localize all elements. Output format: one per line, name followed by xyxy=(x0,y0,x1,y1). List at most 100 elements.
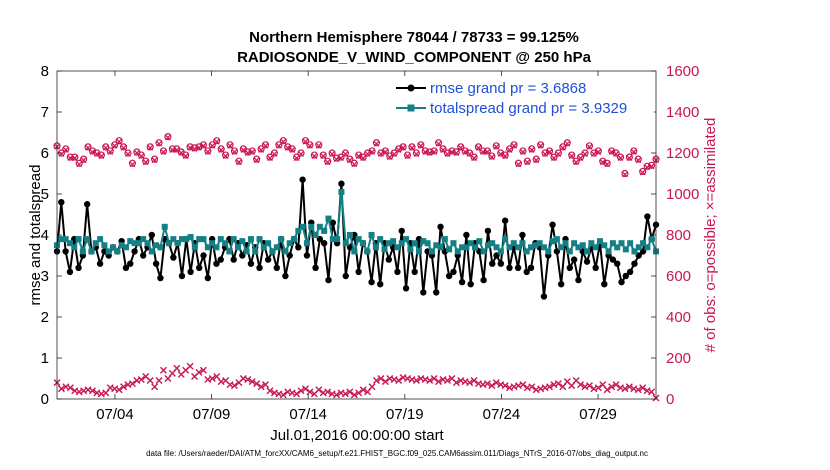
obs-assimilated-point xyxy=(293,390,301,398)
obs-assimilated-overlay-point xyxy=(191,145,198,152)
obs-possible-point xyxy=(155,139,163,147)
spread-point xyxy=(308,223,315,230)
obs-possible-point xyxy=(284,143,292,151)
spread-point xyxy=(553,236,560,243)
obs-assimilated-overlay-point xyxy=(630,149,637,155)
spread-point xyxy=(213,244,220,251)
obs-possible-point xyxy=(297,149,305,157)
obs-possible-point xyxy=(346,155,354,163)
obs-possible-point xyxy=(537,141,545,149)
spread-point xyxy=(153,242,160,249)
rmse-point xyxy=(601,281,608,288)
obs-assimilated-point xyxy=(381,378,389,386)
rmse-point xyxy=(583,258,591,265)
obs-assimilated-point xyxy=(262,381,270,389)
obs-possible-point xyxy=(497,149,505,157)
obs-possible-point xyxy=(75,159,83,167)
spread-point xyxy=(631,248,638,255)
spread-point xyxy=(463,244,470,251)
rmse-point xyxy=(398,227,405,235)
obs-possible-point xyxy=(315,141,323,149)
rmse-point xyxy=(75,264,82,271)
obs-possible-point xyxy=(492,142,500,150)
spread-point xyxy=(467,240,474,247)
rmse-point xyxy=(377,281,384,288)
rmse-point xyxy=(437,223,444,230)
spread-point xyxy=(303,240,310,247)
obs-assimilated-overlay-point xyxy=(138,153,145,159)
obs-assimilated-overlay-point xyxy=(80,157,87,164)
obs-possible-point xyxy=(257,145,265,153)
obs-possible-point xyxy=(230,147,239,155)
obs-possible-point xyxy=(399,143,407,151)
obs-assimilated-overlay-point xyxy=(386,154,393,160)
left-tick-label: 7 xyxy=(41,104,49,121)
spread-point xyxy=(446,246,453,253)
spread-series xyxy=(54,188,659,255)
obs-possible-point xyxy=(208,141,216,149)
spread-point xyxy=(252,248,259,255)
spread-point xyxy=(364,248,371,255)
obs-assimilated-overlay-point xyxy=(391,151,398,157)
obs-assimilated-overlay-point xyxy=(151,157,158,164)
obs-assimilated-overlay-point xyxy=(590,151,597,157)
spread-point xyxy=(321,227,328,234)
right-tick-label: 0 xyxy=(666,391,674,408)
obs-possible-point xyxy=(554,149,562,157)
obs-assimilated-overlay-point xyxy=(555,151,562,157)
spread-point xyxy=(355,236,362,243)
spread-point xyxy=(135,240,142,247)
spread-point xyxy=(540,244,547,251)
obs-assimilated-point xyxy=(395,377,403,385)
spread-point xyxy=(596,238,603,245)
obs-possible-point xyxy=(368,147,376,155)
spread-point xyxy=(222,240,229,247)
obs-assimilated-point xyxy=(208,375,216,382)
obs-assimilated-point xyxy=(377,375,385,382)
obs-assimilated-overlay-point xyxy=(519,149,526,155)
obs-possible-point xyxy=(328,149,336,157)
rmse-point xyxy=(501,217,509,224)
spread-point xyxy=(273,244,280,251)
obs-assimilated-overlay-point xyxy=(400,144,407,151)
rmse-point xyxy=(342,272,349,280)
obs-assimilated-point xyxy=(528,383,536,391)
spread-point xyxy=(454,248,461,255)
right-tick-label: 400 xyxy=(666,309,691,326)
rmse-point xyxy=(411,268,418,276)
spread-point xyxy=(161,223,168,230)
obs-assimilated-overlay-point xyxy=(546,149,553,155)
left-tick-label: 0 xyxy=(41,391,49,408)
obs-possible-point xyxy=(332,154,341,162)
rmse-point xyxy=(62,248,69,255)
obs-possible-point xyxy=(266,153,274,161)
obs-assimilated-overlay-point xyxy=(173,146,180,153)
spread-point xyxy=(79,248,86,255)
spread-point xyxy=(204,244,211,251)
obs-assimilated-overlay-point xyxy=(62,146,69,153)
spread-point xyxy=(605,248,612,255)
obs-assimilated-overlay-point xyxy=(67,155,74,162)
obs-possible-point xyxy=(505,145,514,153)
obs-assimilated-overlay-point xyxy=(448,149,455,155)
left-axis: 0 1 2 3 4 5 6 7 8 xyxy=(41,63,62,408)
spread-point xyxy=(558,244,565,251)
rmse-point xyxy=(83,201,91,208)
obs-assimilated-overlay-point xyxy=(435,140,442,147)
spread-point xyxy=(239,238,246,245)
spread-point xyxy=(295,227,302,234)
rmse-point xyxy=(614,260,621,267)
obs-assimilated-point xyxy=(519,381,527,389)
spread-point xyxy=(536,240,543,247)
obs-possible-point xyxy=(115,137,123,145)
obs-assimilated-overlay-point xyxy=(506,146,513,153)
obs-possible-point xyxy=(235,157,243,165)
obs-assimilated-overlay-point xyxy=(218,146,225,153)
obs-assimilated-overlay-point xyxy=(222,153,229,159)
obs-possible-point xyxy=(190,144,199,152)
obs-assimilated-overlay-point xyxy=(617,155,624,162)
obs-possible-point xyxy=(253,155,261,163)
chart-subtitle: RADIOSONDE_V_WIND_COMPONENT @ 250 hPa xyxy=(237,49,592,66)
rmse-point xyxy=(527,264,535,271)
